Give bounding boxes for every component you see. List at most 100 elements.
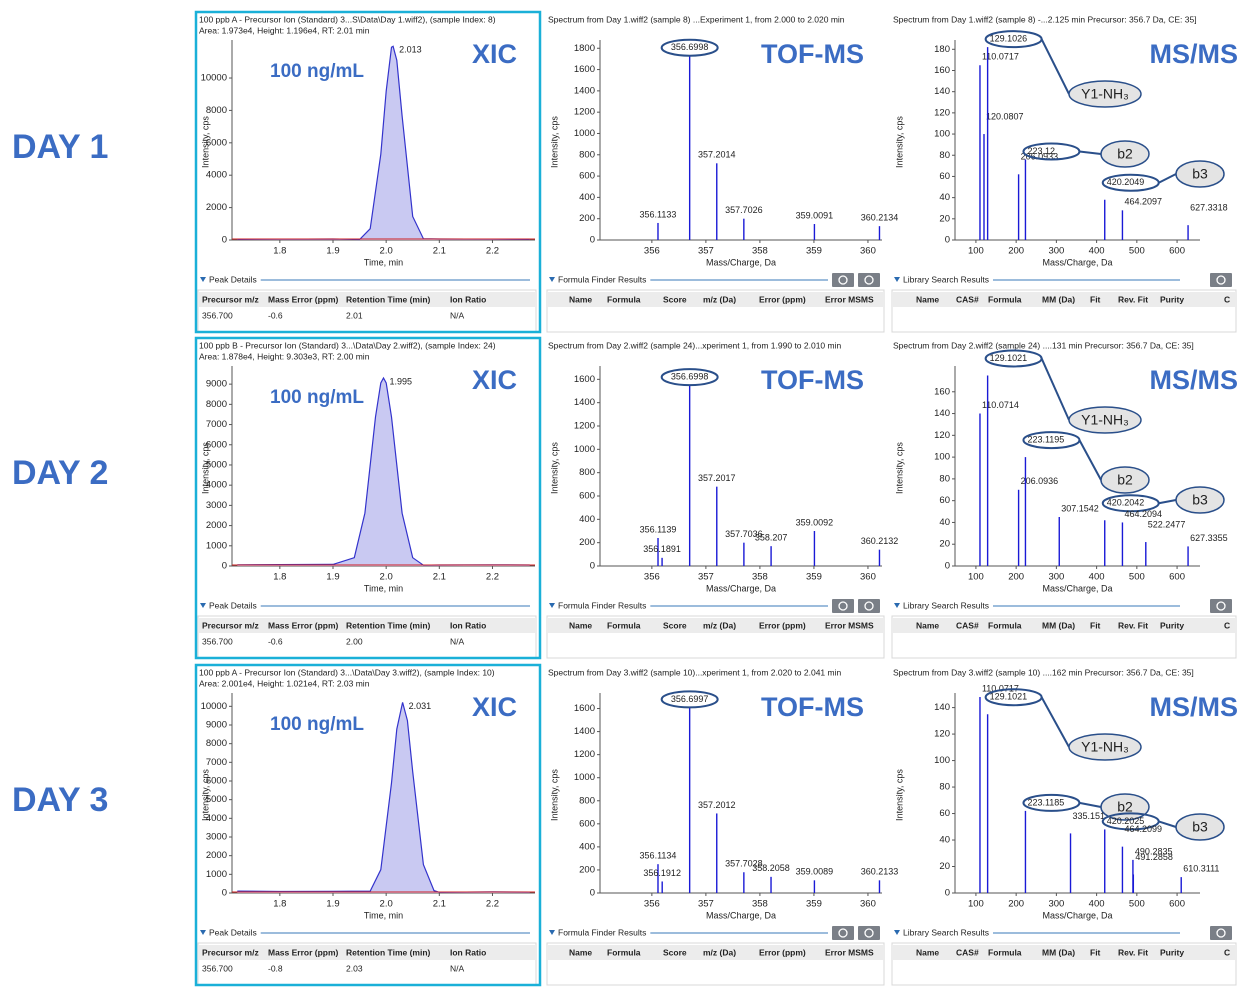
column-header[interactable]: Retention Time (min) bbox=[346, 294, 431, 304]
column-header[interactable]: MM (Da) bbox=[1042, 294, 1075, 304]
column-header[interactable]: Formula bbox=[607, 294, 641, 304]
expand-arrow[interactable] bbox=[200, 277, 206, 282]
column-header[interactable]: Formula bbox=[988, 294, 1022, 304]
expand-arrow[interactable] bbox=[894, 277, 900, 282]
column-header[interactable]: C bbox=[1224, 620, 1230, 630]
toolbar-button[interactable] bbox=[858, 273, 880, 287]
section-title[interactable]: Formula Finder Results bbox=[558, 274, 646, 284]
spectrum-title: 100 ppb A - Precursor Ion (Standard) 3..… bbox=[199, 667, 495, 677]
toolbar-icon[interactable] bbox=[864, 928, 874, 938]
toolbar-icon[interactable] bbox=[838, 275, 848, 285]
toolbar-icon[interactable] bbox=[1216, 275, 1226, 285]
toolbar-icon[interactable] bbox=[864, 601, 874, 611]
expand-arrow[interactable] bbox=[200, 930, 206, 935]
column-header[interactable]: Purity bbox=[1160, 294, 1184, 304]
toolbar-button[interactable] bbox=[1210, 273, 1232, 287]
expand-arrow[interactable] bbox=[549, 603, 555, 608]
column-header[interactable]: Precursor m/z bbox=[202, 620, 259, 630]
x-tick-label: 356 bbox=[644, 899, 660, 910]
section-title[interactable]: Peak Details bbox=[209, 600, 257, 610]
column-header[interactable]: Formula bbox=[607, 620, 641, 630]
x-tick-label: 2.0 bbox=[380, 899, 393, 910]
section-title[interactable]: Formula Finder Results bbox=[558, 927, 646, 937]
x-tick-label: 360 bbox=[860, 572, 876, 583]
column-header[interactable]: Name bbox=[569, 294, 592, 304]
column-header[interactable]: Formula bbox=[988, 620, 1022, 630]
panel-label: MS/MS bbox=[1149, 365, 1238, 395]
toolbar-button[interactable] bbox=[832, 599, 854, 613]
column-header[interactable]: Ion Ratio bbox=[450, 620, 486, 630]
column-header[interactable]: Fit bbox=[1090, 294, 1101, 304]
concentration-label: 100 ng/mL bbox=[270, 387, 364, 408]
column-header[interactable]: m/z (Da) bbox=[703, 947, 736, 957]
column-header[interactable]: Rev. Fit bbox=[1118, 294, 1148, 304]
section-title[interactable]: Peak Details bbox=[209, 274, 257, 284]
column-header[interactable]: Ion Ratio bbox=[450, 947, 486, 957]
y-tick-label: 1400 bbox=[574, 397, 595, 408]
section-title[interactable]: Library Search Results bbox=[903, 927, 989, 937]
toolbar-button[interactable] bbox=[1210, 599, 1232, 613]
toolbar-icon[interactable] bbox=[1216, 928, 1226, 938]
y-tick-label: 0 bbox=[945, 561, 950, 572]
column-header[interactable]: Ion Ratio bbox=[450, 294, 486, 304]
expand-arrow[interactable] bbox=[549, 930, 555, 935]
toolbar-button[interactable] bbox=[858, 599, 880, 613]
column-header[interactable]: Score bbox=[663, 947, 687, 957]
section-title[interactable]: Library Search Results bbox=[903, 274, 989, 284]
column-header[interactable]: C bbox=[1224, 294, 1230, 304]
section-title[interactable]: Peak Details bbox=[209, 927, 257, 937]
column-header[interactable]: Error MSMS bbox=[825, 620, 874, 630]
table-frame bbox=[891, 942, 1237, 986]
column-header[interactable]: Error MSMS bbox=[825, 947, 874, 957]
column-header[interactable]: Retention Time (min) bbox=[346, 947, 431, 957]
column-header[interactable]: Name bbox=[916, 294, 939, 304]
column-header[interactable]: Mass Error (ppm) bbox=[268, 947, 339, 957]
column-header[interactable]: Precursor m/z bbox=[202, 947, 259, 957]
column-header[interactable]: Score bbox=[663, 620, 687, 630]
column-header[interactable]: Mass Error (ppm) bbox=[268, 294, 339, 304]
column-header[interactable]: m/z (Da) bbox=[703, 620, 736, 630]
toolbar-button[interactable] bbox=[858, 926, 880, 940]
toolbar-button[interactable] bbox=[1210, 926, 1232, 940]
column-header[interactable]: CAS# bbox=[956, 294, 979, 304]
expand-arrow[interactable] bbox=[200, 603, 206, 608]
column-header[interactable]: Fit bbox=[1090, 947, 1101, 957]
column-header[interactable]: MM (Da) bbox=[1042, 947, 1075, 957]
column-header[interactable]: C bbox=[1224, 947, 1230, 957]
expand-arrow[interactable] bbox=[894, 603, 900, 608]
toolbar-icon[interactable] bbox=[864, 275, 874, 285]
column-header[interactable]: Formula bbox=[988, 947, 1022, 957]
column-header[interactable]: Error (ppm) bbox=[759, 294, 806, 304]
column-header[interactable]: m/z (Da) bbox=[703, 294, 736, 304]
toolbar-icon[interactable] bbox=[838, 601, 848, 611]
column-header[interactable]: Name bbox=[916, 620, 939, 630]
column-header[interactable]: CAS# bbox=[956, 947, 979, 957]
column-header[interactable]: Retention Time (min) bbox=[346, 620, 431, 630]
column-header[interactable]: Purity bbox=[1160, 620, 1184, 630]
toolbar-button[interactable] bbox=[832, 926, 854, 940]
section-title[interactable]: Library Search Results bbox=[903, 600, 989, 610]
column-header[interactable]: Name bbox=[916, 947, 939, 957]
column-header[interactable]: Error (ppm) bbox=[759, 620, 806, 630]
toolbar-icon[interactable] bbox=[838, 928, 848, 938]
x-axis-label: Mass/Charge, Da bbox=[706, 257, 776, 267]
column-header[interactable]: Purity bbox=[1160, 947, 1184, 957]
column-header[interactable]: Rev. Fit bbox=[1118, 947, 1148, 957]
column-header[interactable]: Name bbox=[569, 947, 592, 957]
column-header[interactable]: Mass Error (ppm) bbox=[268, 620, 339, 630]
column-header[interactable]: Score bbox=[663, 294, 687, 304]
section-title[interactable]: Formula Finder Results bbox=[558, 600, 646, 610]
column-header[interactable]: Precursor m/z bbox=[202, 294, 259, 304]
expand-arrow[interactable] bbox=[894, 930, 900, 935]
column-header[interactable]: Error MSMS bbox=[825, 294, 874, 304]
column-header[interactable]: Formula bbox=[607, 947, 641, 957]
column-header[interactable]: Name bbox=[569, 620, 592, 630]
column-header[interactable]: Error (ppm) bbox=[759, 947, 806, 957]
column-header[interactable]: MM (Da) bbox=[1042, 620, 1075, 630]
column-header[interactable]: Rev. Fit bbox=[1118, 620, 1148, 630]
toolbar-button[interactable] bbox=[832, 273, 854, 287]
column-header[interactable]: Fit bbox=[1090, 620, 1101, 630]
column-header[interactable]: CAS# bbox=[956, 620, 979, 630]
toolbar-icon[interactable] bbox=[1216, 601, 1226, 611]
expand-arrow[interactable] bbox=[549, 277, 555, 282]
